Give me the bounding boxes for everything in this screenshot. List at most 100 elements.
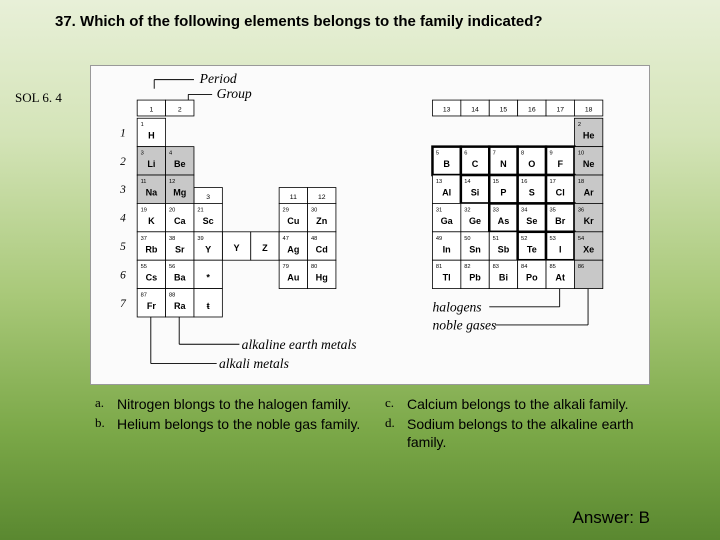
- svg-text:85: 85: [549, 264, 555, 270]
- svg-text:52: 52: [521, 236, 527, 242]
- svg-text:H: H: [148, 131, 155, 141]
- svg-text:Ca: Ca: [174, 216, 187, 226]
- svg-text:51: 51: [493, 236, 499, 242]
- svg-text:noble gases: noble gases: [432, 317, 496, 332]
- svg-text:80: 80: [311, 264, 317, 270]
- svg-text:Ge: Ge: [469, 216, 481, 226]
- svg-text:Na: Na: [146, 187, 159, 197]
- svg-text:32: 32: [464, 207, 470, 213]
- svg-text:35: 35: [549, 207, 555, 213]
- svg-text:Li: Li: [147, 159, 155, 169]
- svg-text:Ag: Ag: [287, 244, 299, 254]
- question-number: 37.: [55, 13, 76, 30]
- svg-text:87: 87: [141, 293, 147, 299]
- svg-text:I: I: [559, 244, 562, 254]
- question-body: Which of the following elements belongs …: [80, 13, 543, 30]
- svg-text:Period: Period: [199, 71, 237, 86]
- svg-text:Tl: Tl: [443, 273, 451, 283]
- svg-text:3: 3: [206, 194, 210, 201]
- option-a: a. Nitrogen blongs to the halogen family…: [95, 395, 385, 413]
- svg-text:53: 53: [549, 236, 555, 242]
- svg-text:Ba: Ba: [174, 273, 187, 283]
- svg-text:S: S: [529, 187, 535, 197]
- svg-text:56: 56: [169, 264, 175, 270]
- svg-text:20: 20: [169, 207, 175, 213]
- svg-text:Br: Br: [555, 216, 566, 226]
- svg-text:Be: Be: [174, 159, 186, 169]
- svg-text:7: 7: [493, 151, 496, 157]
- svg-text:49: 49: [436, 236, 442, 242]
- svg-text:6: 6: [464, 151, 467, 157]
- svg-text:Zn: Zn: [316, 216, 327, 226]
- svg-text:33: 33: [493, 207, 499, 213]
- svg-text:47: 47: [283, 236, 289, 242]
- options-col-left: a. Nitrogen blongs to the halogen family…: [95, 395, 385, 454]
- svg-text:Sb: Sb: [498, 244, 510, 254]
- svg-text:B: B: [443, 159, 450, 169]
- svg-text:Mg: Mg: [173, 187, 186, 197]
- svg-text:Sc: Sc: [203, 216, 214, 226]
- answer-label: Answer: B: [573, 508, 650, 528]
- svg-text:K: K: [148, 216, 155, 226]
- option-a-text: Nitrogen blongs to the halogen family.: [117, 395, 385, 413]
- svg-text:37: 37: [141, 236, 147, 242]
- svg-text:ŧ: ŧ: [207, 301, 210, 311]
- svg-text:84: 84: [521, 264, 527, 270]
- svg-text:6: 6: [120, 269, 126, 281]
- svg-text:18: 18: [578, 179, 584, 185]
- svg-text:Y: Y: [205, 244, 211, 254]
- option-b-text: Helium belongs to the noble gas family.: [117, 415, 385, 433]
- svg-text:Ra: Ra: [174, 301, 187, 311]
- svg-text:In: In: [443, 244, 451, 254]
- svg-text:Se: Se: [526, 216, 537, 226]
- svg-text:alkali metals: alkali metals: [219, 356, 289, 371]
- option-d-letter: d.: [385, 415, 407, 451]
- svg-text:88: 88: [169, 293, 175, 299]
- options-col-right: c. Calcium belongs to the alkali family.…: [385, 395, 675, 454]
- option-c: c. Calcium belongs to the alkali family.: [385, 395, 675, 413]
- svg-text:As: As: [498, 216, 510, 226]
- svg-text:Kr: Kr: [584, 216, 595, 226]
- svg-text:alkaline earth metals: alkaline earth metals: [242, 337, 357, 352]
- option-c-text: Calcium belongs to the alkali family.: [407, 395, 675, 413]
- svg-text:7: 7: [120, 298, 127, 310]
- svg-text:Z: Z: [262, 243, 268, 253]
- periodic-table-figure: PeriodGroup12311121314151617181234567YZ1…: [90, 65, 650, 385]
- svg-text:10: 10: [578, 151, 584, 157]
- svg-text:Cu: Cu: [287, 216, 299, 226]
- sol-label: SOL 6. 4: [15, 90, 62, 106]
- svg-text:Ga: Ga: [441, 216, 454, 226]
- svg-text:4: 4: [120, 213, 126, 225]
- svg-text:86: 86: [578, 264, 584, 270]
- svg-text:Hg: Hg: [316, 273, 328, 283]
- svg-text:Group: Group: [217, 86, 252, 101]
- svg-text:21: 21: [197, 207, 203, 213]
- svg-text:31: 31: [436, 207, 442, 213]
- option-d: d. Sodium belongs to the alkaline earth …: [385, 415, 675, 451]
- svg-text:1: 1: [149, 106, 153, 113]
- svg-text:1: 1: [141, 122, 144, 128]
- svg-text:4: 4: [169, 151, 172, 157]
- svg-text:13: 13: [436, 179, 442, 185]
- svg-text:C: C: [472, 159, 479, 169]
- svg-text:79: 79: [283, 264, 289, 270]
- svg-text:1: 1: [120, 127, 126, 139]
- svg-text:15: 15: [500, 106, 508, 113]
- svg-text:Xe: Xe: [583, 244, 594, 254]
- svg-text:3: 3: [119, 184, 126, 196]
- svg-text:39: 39: [197, 236, 203, 242]
- svg-text:F: F: [557, 159, 563, 169]
- svg-text:5: 5: [120, 241, 126, 253]
- answer-options: a. Nitrogen blongs to the halogen family…: [95, 395, 675, 454]
- svg-text:36: 36: [578, 207, 584, 213]
- svg-text:19: 19: [141, 207, 147, 213]
- svg-text:82: 82: [464, 264, 470, 270]
- svg-text:Sr: Sr: [175, 244, 185, 254]
- svg-text:Au: Au: [287, 273, 299, 283]
- svg-text:30: 30: [311, 207, 317, 213]
- option-b: b. Helium belongs to the noble gas famil…: [95, 415, 385, 433]
- svg-text:Sn: Sn: [469, 244, 481, 254]
- svg-text:14: 14: [464, 179, 470, 185]
- svg-text:15: 15: [493, 179, 499, 185]
- svg-text:halogens: halogens: [432, 299, 481, 314]
